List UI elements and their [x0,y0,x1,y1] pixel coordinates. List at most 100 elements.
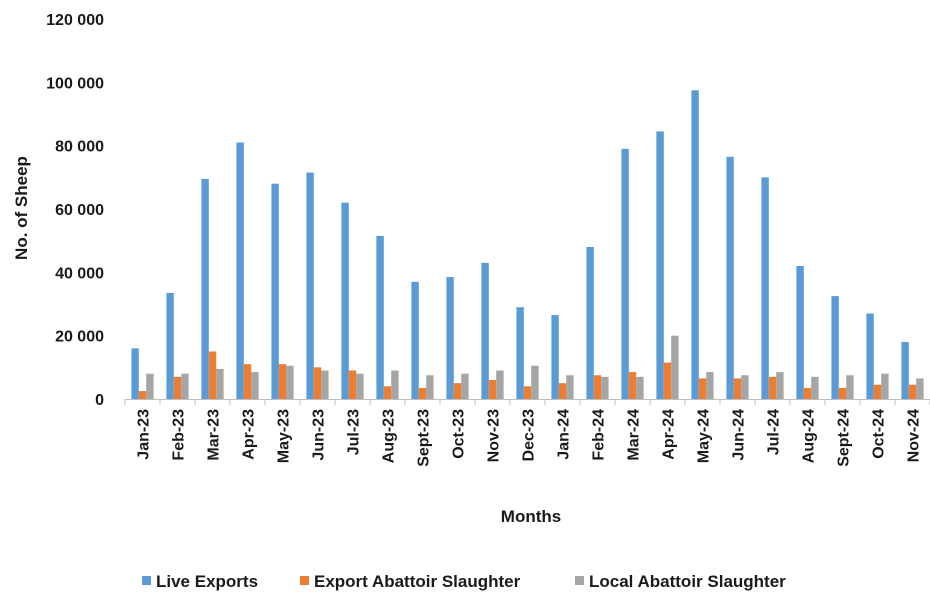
x-tick-label: Oct-23 [451,409,468,459]
bar [628,372,637,399]
x-tick-label: Jun-24 [731,409,748,461]
bar [593,375,602,399]
bar [356,373,364,399]
bar [146,373,154,399]
bar [313,367,322,399]
legend-item: Local Abattoir Slaughter [575,572,786,591]
bar [166,292,174,399]
legend-label: Local Abattoir Slaughter [589,572,786,591]
bars [131,90,924,400]
bar [558,383,567,399]
legend-label: Live Exports [156,572,258,591]
x-tick-label: Nov-24 [906,409,923,462]
bar [811,376,819,399]
y-tick-label: 40 000 [55,265,104,282]
bar [691,90,699,399]
bar [796,266,804,399]
bar [488,380,497,399]
x-tick-label: Jun-23 [311,409,328,461]
legend-swatch [575,576,584,585]
bar [656,131,664,400]
legend-swatch [142,576,151,585]
x-tick-label: Mar-24 [626,409,643,461]
bar [341,202,349,399]
bar [306,172,314,399]
bar [138,391,147,399]
bar [671,335,679,399]
x-tick-label: Nov-23 [486,409,503,462]
bar [321,370,329,399]
x-tick-label: May-23 [276,409,293,463]
bar [621,148,629,399]
series-2 [146,335,924,399]
y-tick-label: 20 000 [55,329,104,346]
bar [761,177,769,399]
legend-label: Export Abattoir Slaughter [314,572,521,591]
bar [881,373,889,399]
bar [741,375,749,399]
bar [236,142,244,399]
y-tick-label: 0 [95,392,104,409]
bar [286,365,294,399]
x-tick-label: Feb-24 [591,409,608,461]
bar [243,364,252,399]
x-tick-label: Apr-23 [241,409,258,460]
bar [496,370,504,399]
legend-swatch [300,576,309,585]
bar [866,313,874,399]
y-tick-label: 120 000 [46,12,104,29]
bar [586,247,594,399]
x-tick-label: Jul-24 [766,409,783,455]
legend-item: Live Exports [142,572,258,591]
legend-item: Export Abattoir Slaughter [300,572,521,591]
bar [636,376,644,399]
bar [208,351,217,399]
bar [726,156,734,399]
x-axis [124,399,930,405]
bar [698,378,707,399]
x-tick-label: Jan-23 [136,409,153,460]
bar [803,387,812,399]
bar [916,378,924,399]
bar [446,277,454,399]
bar [376,235,384,399]
bar [453,383,462,399]
bar [706,372,714,399]
y-axis-ticks: 0 20 000 40 000 60 000 80 000 100 000 120 000 [46,12,104,409]
bar [181,373,189,399]
y-tick-label: 60 000 [55,202,104,219]
bar [278,364,287,399]
bar [768,376,777,399]
bar [733,378,742,399]
bar [776,372,784,399]
bar [481,262,489,399]
bar [201,178,209,399]
bar [831,296,839,399]
x-tick-label: Oct-24 [871,409,888,459]
bar [271,183,279,399]
y-tick-label: 80 000 [55,139,104,156]
x-tick-label: Mar-23 [206,409,223,461]
bar [461,373,469,399]
bar [383,386,392,399]
bar [531,365,539,399]
bar [391,370,399,399]
bar [601,376,609,399]
bar [418,387,427,399]
bar [663,362,672,399]
bar [411,281,419,399]
bar [846,375,854,399]
x-tick-label: Sept-24 [836,409,853,467]
x-tick-label: Apr-24 [661,409,678,460]
bar [566,375,574,399]
bar [901,342,909,399]
bar [426,375,434,399]
bar [873,384,882,399]
series-0 [131,90,909,400]
bar [173,376,182,399]
x-tick-label: Feb-23 [171,409,188,461]
x-tick-label: Jul-23 [346,409,363,455]
bar [908,384,917,399]
